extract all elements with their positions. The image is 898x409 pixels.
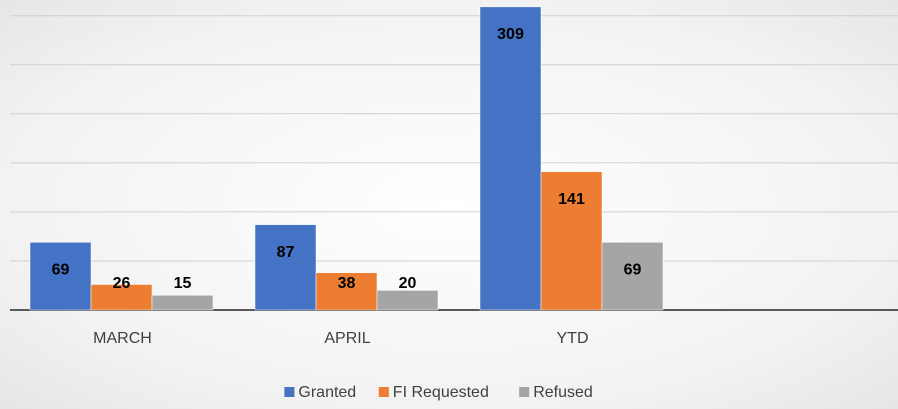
legend-swatch [378,387,389,397]
data-label: 69 [52,262,70,279]
legend-label: FI Requested [393,384,489,401]
bar [376,290,439,311]
x-tick-label: YTD [557,330,589,347]
data-label: 87 [277,244,295,261]
legend-swatch [284,387,295,397]
bar [479,6,542,311]
x-tick-label: MARCH [93,330,152,347]
bar [254,224,317,311]
data-label: 69 [624,262,642,279]
data-label: 26 [113,275,131,292]
bar [601,242,664,311]
bar [29,242,92,311]
data-label: 38 [338,275,356,292]
legend-label: Refused [533,384,593,401]
bar [90,284,153,311]
legend-label: Granted [298,384,356,401]
bar [540,171,603,311]
x-tick-label: APRIL [324,330,370,347]
bar [151,295,214,311]
data-label: 20 [399,275,417,292]
bar [315,272,378,311]
data-label: 309 [497,26,524,43]
data-label: 15 [174,275,192,292]
legend-swatch [519,387,530,397]
data-label: 141 [558,191,585,208]
